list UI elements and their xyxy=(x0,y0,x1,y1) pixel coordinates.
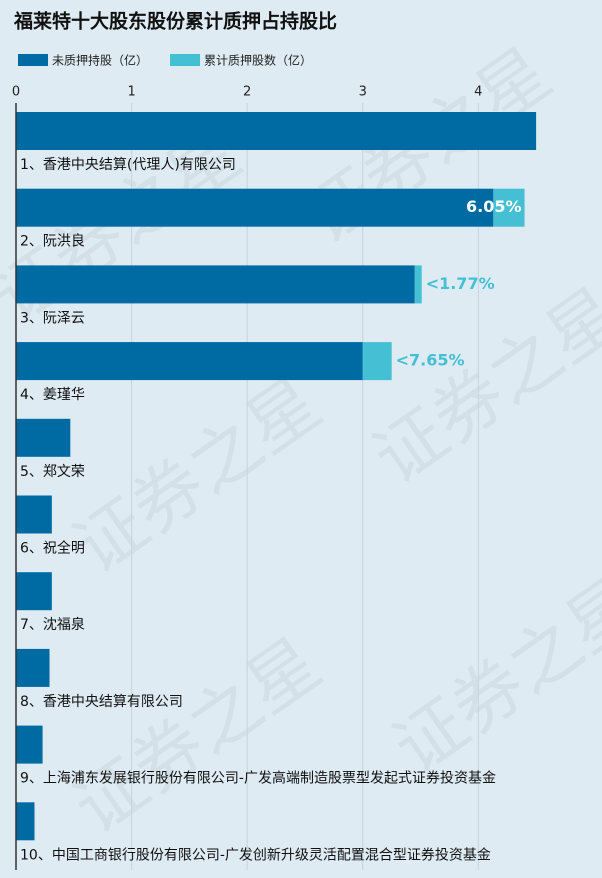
category-label: 8、香港中央结算有限公司 xyxy=(20,694,183,710)
bar-segment xyxy=(493,188,525,227)
category-label: 4、姜瑾华 xyxy=(20,387,85,403)
bar-segment xyxy=(16,418,71,457)
category-label: 2、阮洪良 xyxy=(20,234,85,250)
bar-segment xyxy=(16,188,494,227)
category-label: 10、中国工商银行股份有限公司-广发创新升级灵活配置混合型证券投资基金 xyxy=(20,846,491,863)
category-label: 7、沈福泉 xyxy=(20,616,85,633)
legend-label: 未质押持股（亿） xyxy=(52,53,148,68)
bar-segment xyxy=(16,725,43,764)
legend-label: 累计质押股数（亿） xyxy=(204,53,312,68)
category-label: 6、祝全明 xyxy=(20,540,85,557)
ratio-label: 6.05% xyxy=(466,197,522,216)
x-tick-label: 3 xyxy=(359,85,367,100)
legend-swatch xyxy=(170,54,201,66)
bar-segment xyxy=(16,648,50,687)
x-tick-label: 0 xyxy=(12,85,20,100)
category-label: 5、郑文荣 xyxy=(20,464,85,480)
watermarks: 证券之星证券之星证券之星证券之星证券之星证券之星 xyxy=(0,32,602,850)
x-tick-label: 1 xyxy=(127,85,135,100)
category-label: 1、香港中央结算(代理人)有限公司 xyxy=(20,157,236,173)
ratio-label: <7.65% xyxy=(396,351,465,370)
bar-segment xyxy=(16,802,35,841)
bar-segment xyxy=(16,265,415,304)
bar-segment xyxy=(16,495,52,534)
x-tick-label: 2 xyxy=(243,85,251,100)
category-label: 9、上海浦东发展银行股份有限公司-广发高端制造股票型发起式证券投资基金 xyxy=(20,770,496,787)
watermark: 证券之星 xyxy=(59,362,335,590)
bar-segment xyxy=(362,342,392,381)
category-label: 3、阮泽云 xyxy=(20,310,85,326)
watermark: 证券之星 xyxy=(59,622,335,850)
ratio-label: <1.77% xyxy=(426,274,495,293)
bar-segment xyxy=(16,112,537,150)
bar-segment xyxy=(414,265,422,304)
chart-title: 福莱特十大股东股份累计质押占持股比 xyxy=(13,10,337,33)
x-tick-label: 4 xyxy=(474,85,482,100)
watermark: 证券之星 xyxy=(379,562,602,790)
watermark: 证券之星 xyxy=(359,272,602,500)
bar-segment xyxy=(16,572,52,611)
bar-segment xyxy=(16,342,363,381)
legend-swatch xyxy=(18,54,48,66)
